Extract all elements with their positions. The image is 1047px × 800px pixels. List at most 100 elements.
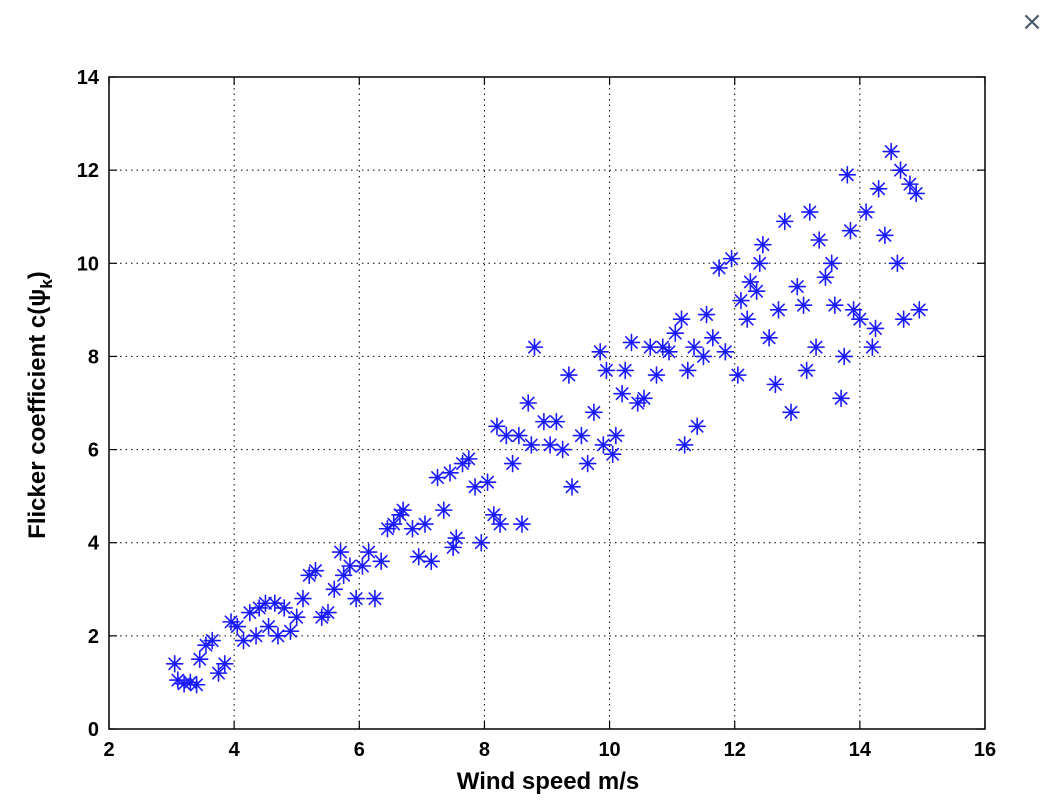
data-point: [209, 664, 228, 682]
data-point: [794, 296, 813, 315]
data-point: [901, 175, 919, 193]
data-point: [319, 603, 337, 622]
data-point: [660, 342, 678, 361]
y-tick-label: 0: [88, 719, 99, 741]
y-tick-labels: 0 2 4 6 8 10 12 14: [77, 67, 100, 741]
data-point: [547, 412, 566, 431]
data-point: [816, 268, 835, 287]
data-point: [754, 235, 772, 254]
data-point: [359, 543, 378, 561]
data-point: [525, 338, 544, 356]
data-point: [910, 301, 929, 319]
data-point: [697, 305, 716, 324]
data-point: [459, 450, 478, 468]
data-point: [826, 296, 844, 315]
x-tick-label: 16: [974, 739, 996, 761]
data-point: [616, 361, 635, 380]
y-tick-label: 14: [77, 67, 100, 89]
data-point: [541, 436, 559, 454]
x-tick-label: 6: [354, 739, 365, 761]
data-point: [694, 347, 713, 366]
x-tick-label: 2: [103, 739, 114, 761]
data-point: [491, 515, 509, 533]
data-point: [760, 328, 778, 347]
data-point: [869, 179, 888, 198]
data-point: [281, 622, 300, 641]
data-point: [622, 333, 641, 352]
data-point: [190, 650, 209, 668]
data-point: [372, 552, 390, 571]
data-point: [653, 338, 672, 356]
data-point: [428, 468, 447, 487]
x-tick-label: 10: [598, 739, 620, 761]
data-point: [597, 361, 616, 380]
data-point: [165, 654, 184, 673]
data-points: [165, 142, 929, 694]
data-point: [688, 417, 706, 436]
x-tick-label: 14: [849, 739, 872, 761]
data-point: [522, 436, 541, 454]
y-tick-label: 10: [77, 253, 99, 275]
data-point: [434, 501, 453, 519]
data-point: [710, 259, 728, 277]
grid-lines: [109, 77, 985, 729]
data-point: [294, 589, 312, 608]
data-point: [607, 426, 625, 445]
axis-ticks: [108, 76, 986, 730]
data-point: [466, 478, 484, 496]
data-point: [394, 501, 412, 519]
data-point: [578, 454, 597, 473]
data-point: [769, 301, 788, 319]
data-point: [838, 166, 857, 184]
y-tick-label: 8: [88, 346, 99, 368]
data-point: [888, 254, 907, 273]
data-point: [832, 389, 850, 408]
data-point: [485, 505, 503, 524]
y-axis-label-main: Flicker coefficient c(ψ: [24, 289, 51, 539]
data-point: [750, 254, 769, 273]
data-point: [866, 319, 885, 338]
data-point: [269, 627, 287, 645]
data-point: [797, 361, 816, 380]
data-point: [422, 552, 441, 571]
data-point: [228, 617, 247, 636]
data-point: [513, 515, 531, 533]
data-point: [287, 608, 306, 627]
data-point: [807, 338, 825, 356]
data-point: [603, 445, 622, 464]
x-tick-label: 8: [479, 739, 490, 761]
data-point: [647, 366, 666, 384]
close-icon[interactable]: ×: [1021, 7, 1043, 37]
x-tick-labels: 2 4 6 8 10 12 14 16: [103, 739, 996, 761]
data-point: [553, 440, 572, 459]
data-point: [882, 142, 900, 161]
data-point: [447, 529, 466, 547]
data-point: [841, 221, 860, 240]
data-point: [672, 310, 691, 328]
data-point: [510, 426, 528, 445]
data-point: [675, 436, 694, 454]
data-point: [275, 599, 294, 617]
data-point: [594, 436, 613, 454]
data-point: [334, 566, 353, 585]
data-point: [203, 631, 222, 650]
data-point: [347, 589, 365, 608]
data-point: [187, 675, 206, 694]
data-point: [572, 426, 591, 445]
y-tick-label: 2: [88, 626, 99, 648]
y-tick-label: 6: [88, 440, 99, 462]
data-point: [472, 533, 491, 552]
data-point: [641, 338, 660, 356]
y-axis-label-subscript: k: [37, 279, 56, 289]
data-point: [416, 515, 434, 533]
data-point: [325, 580, 344, 599]
data-point: [560, 366, 578, 384]
data-point: [478, 473, 497, 491]
data-point: [306, 561, 325, 580]
y-axis-label: Flicker coefficient c(ψk): [24, 271, 56, 539]
data-point: [366, 589, 384, 608]
x-tick-label: 12: [724, 739, 746, 761]
data-point: [169, 671, 187, 689]
data-point: [353, 557, 372, 575]
